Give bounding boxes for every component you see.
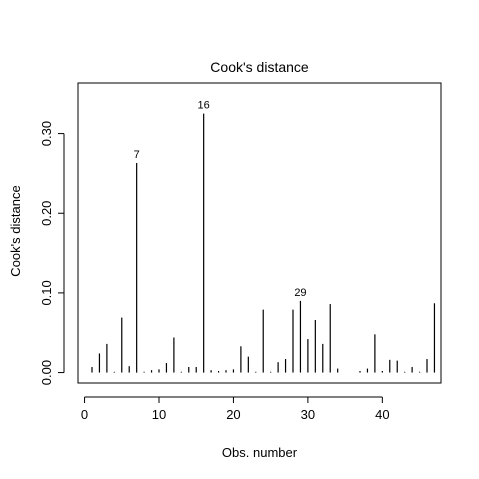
bar-series: [91, 113, 436, 373]
x-tick-label-40: 40: [375, 407, 389, 422]
y-axis-label: Cook's distance: [8, 185, 23, 276]
point-label-7: 7: [134, 149, 140, 161]
x-tick-label-10: 10: [152, 407, 166, 422]
y-tick-label-3: 0.30: [39, 121, 54, 146]
point-label-29: 29: [294, 287, 306, 299]
x-axis-label: Obs. number: [222, 445, 298, 460]
y-tick-label-1: 0.10: [39, 280, 54, 305]
y-tick-label-0: 0.00: [39, 360, 54, 385]
x-tick-label-30: 30: [301, 407, 315, 422]
y-axis: 0.00 0.10 0.20 0.30: [39, 121, 65, 385]
y-tick-label-2: 0.20: [39, 201, 54, 226]
x-tick-label-20: 20: [226, 407, 240, 422]
x-tick-label-0: 0: [81, 407, 88, 422]
plot-frame: [77, 82, 442, 384]
point-labels: 7 16 29: [134, 100, 307, 299]
point-label-16: 16: [198, 100, 210, 112]
x-axis: 0 10 20 30 40: [81, 396, 390, 422]
chart-title: Cook's distance: [210, 59, 309, 75]
